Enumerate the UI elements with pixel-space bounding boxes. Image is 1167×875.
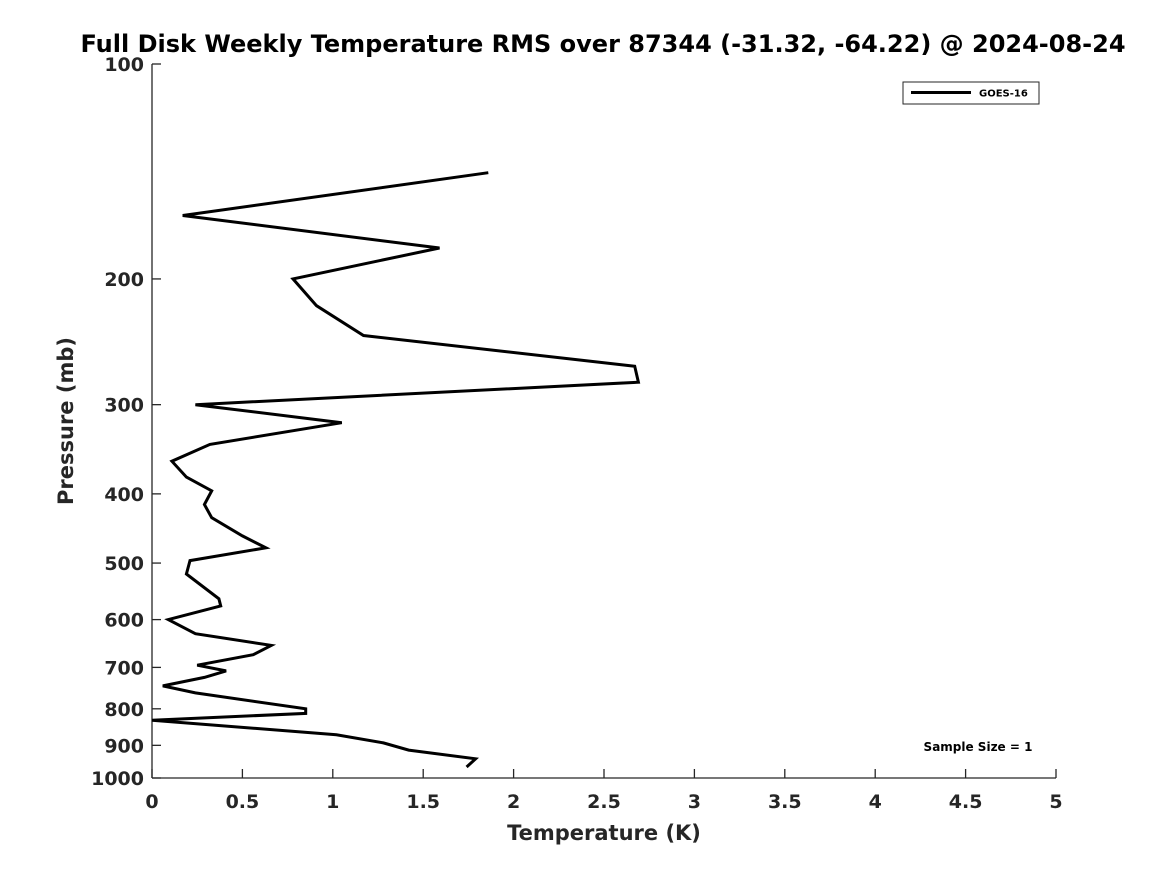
x-tick-label: 5 <box>1049 791 1062 813</box>
x-tick-label: 1 <box>326 791 339 813</box>
x-axis-ticks: 0 0.5 1 1.5 2 2.5 3 3.5 4 4.5 5 <box>145 769 1063 813</box>
x-axis-label: Temperature (K) <box>507 821 701 845</box>
x-tick-label: 4 <box>869 791 882 813</box>
legend: GOES-16 <box>902 81 1040 105</box>
y-tick-label: 500 <box>104 553 144 575</box>
x-tick-label: 2 <box>507 791 520 813</box>
y-tick-label: 100 <box>104 54 144 76</box>
sample-size-annotation: Sample Size = 1 <box>924 740 1033 754</box>
y-tick-label: 700 <box>104 657 144 679</box>
x-tick-label: 4.5 <box>949 791 983 813</box>
chart-title: Full Disk Weekly Temperature RMS over 87… <box>80 30 1125 58</box>
x-tick-label: 0 <box>145 791 158 813</box>
y-axis-label: Pressure (mb) <box>54 337 78 505</box>
y-tick-label: 400 <box>104 484 144 506</box>
y-tick-label: 900 <box>104 735 144 757</box>
y-tick-label: 200 <box>104 269 144 291</box>
x-tick-label: 0.5 <box>226 791 260 813</box>
x-tick-label: 1.5 <box>406 791 440 813</box>
series-layer <box>151 171 641 769</box>
y-tick-label: 600 <box>104 610 144 632</box>
y-tick-label: 300 <box>104 395 144 417</box>
series-line-goes-16 <box>151 171 641 769</box>
y-tick-label: 1000 <box>91 768 144 790</box>
y-tick-label: 800 <box>104 699 144 721</box>
x-tick-label: 2.5 <box>587 791 621 813</box>
x-tick-label: 3 <box>688 791 701 813</box>
y-axis-ticks: 100 200 300 400 500 600 700 800 900 1000 <box>91 54 161 790</box>
x-tick-label: 3.5 <box>768 791 802 813</box>
legend-label-goes-16: GOES-16 <box>979 89 1028 100</box>
